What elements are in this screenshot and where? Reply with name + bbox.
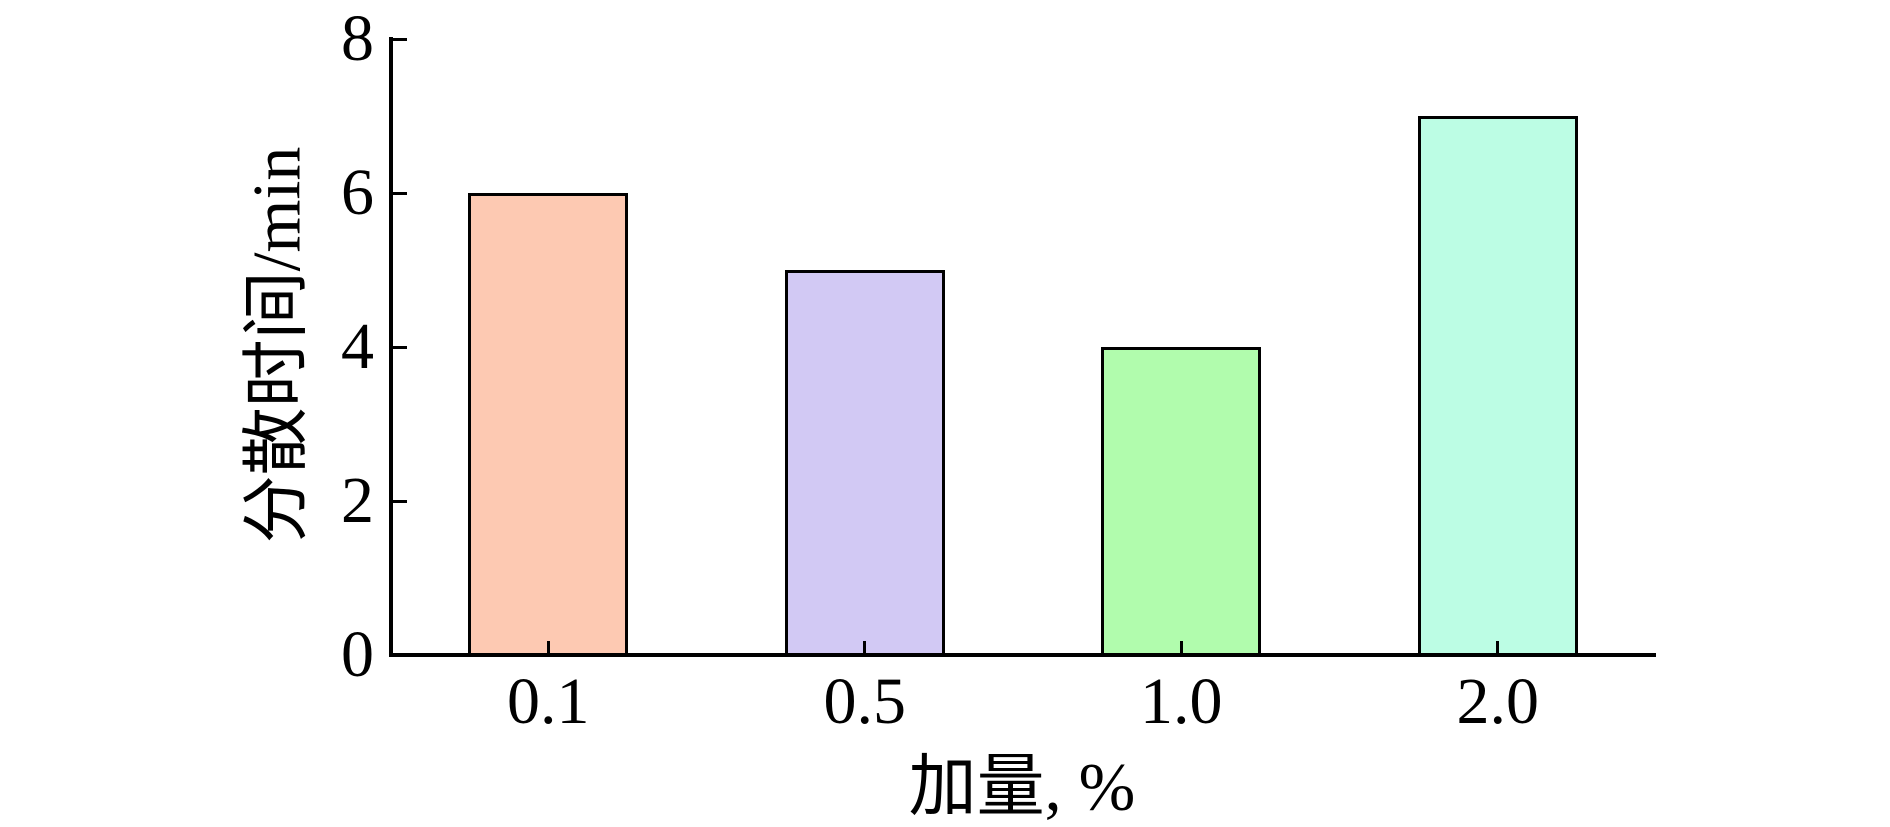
y-tick-4 bbox=[393, 345, 407, 349]
y-tick-label-0: 0 bbox=[341, 618, 374, 691]
x-tick-label-0.1: 0.1 bbox=[507, 665, 590, 738]
y-tick-2 bbox=[393, 499, 407, 503]
x-tick-2.0 bbox=[1496, 641, 1500, 655]
x-tick-1.0 bbox=[1179, 641, 1183, 655]
y-tick-label-8: 8 bbox=[341, 2, 374, 75]
y-tick-label-6: 6 bbox=[341, 156, 374, 229]
x-tick-0.5 bbox=[863, 641, 867, 655]
bar-1.0 bbox=[1101, 347, 1262, 656]
bar-0.5 bbox=[784, 270, 945, 656]
y-tick-label-4: 4 bbox=[341, 310, 374, 383]
x-tick-label-1.0: 1.0 bbox=[1140, 665, 1223, 738]
y-tick-8 bbox=[393, 37, 407, 41]
y-tick-6 bbox=[393, 191, 407, 195]
y-axis-line bbox=[389, 37, 393, 657]
x-tick-label-2.0: 2.0 bbox=[1456, 665, 1540, 738]
x-tick-0.1 bbox=[546, 641, 550, 655]
x-axis-line bbox=[389, 653, 1656, 657]
x-axis-label: 加量, % bbox=[908, 748, 1136, 825]
y-axis-label: 分散时间/min bbox=[238, 146, 315, 544]
bar-0.1 bbox=[468, 193, 629, 656]
x-tick-label-0.5: 0.5 bbox=[823, 665, 907, 738]
y-tick-label-2: 2 bbox=[341, 464, 374, 537]
bar-2.0 bbox=[1417, 116, 1578, 656]
